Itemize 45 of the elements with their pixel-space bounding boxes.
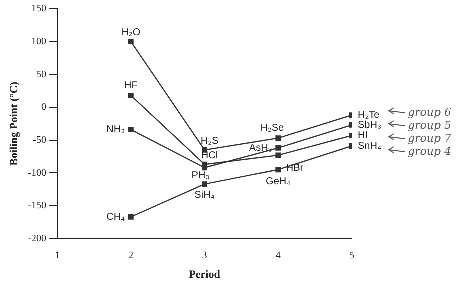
annotation: HCl	[201, 150, 218, 162]
text: group 6	[408, 106, 452, 119]
y-tick-label: 100	[32, 36, 47, 48]
annotation: PH₃	[192, 170, 210, 182]
annotation: SbH₃	[358, 120, 382, 131]
x-tick-label: 5	[350, 250, 354, 262]
point	[276, 152, 282, 158]
point	[202, 182, 208, 188]
x-tick-label: 1	[55, 250, 60, 262]
point	[276, 136, 282, 142]
x-tick-label: 4	[276, 250, 281, 262]
annotation: H₂S	[200, 136, 219, 147]
annotation: H₂O	[122, 28, 141, 39]
annotation: AsH₃	[249, 142, 272, 154]
text: group 7	[408, 132, 452, 145]
annotation: NH₃	[106, 124, 126, 136]
x-tick-label: 2	[128, 250, 134, 262]
y-tick-label: -150	[28, 200, 47, 212]
point	[128, 92, 134, 98]
point	[128, 127, 134, 133]
x-tick-label: 3	[202, 250, 208, 262]
text: group 4	[408, 144, 452, 158]
point	[128, 214, 134, 220]
y-tick-label: 0	[42, 102, 47, 114]
annotation: GeH₄	[266, 176, 291, 188]
annotation: SiH₄	[194, 190, 215, 202]
annotation: H₂Te	[358, 110, 380, 122]
point	[276, 145, 282, 151]
y-axis-title: Boiling Point (°C)	[8, 82, 20, 166]
annotation: HI	[358, 130, 368, 142]
y-tick-label: 150	[32, 4, 47, 15]
text: group 5	[408, 118, 452, 132]
y-tick-label: -50	[33, 134, 47, 146]
annotation: SnH₄	[358, 140, 382, 152]
y-tick-label: 50	[36, 69, 47, 80]
x-axis-title: Period	[189, 269, 220, 282]
y-tick-label: -100	[28, 168, 47, 179]
point	[128, 39, 134, 45]
point	[202, 162, 208, 168]
annotation: H₂Se	[260, 123, 284, 134]
annotation: HF	[124, 80, 138, 92]
annotation: HBr	[286, 163, 304, 174]
point	[276, 167, 282, 173]
annotation: CH₄	[106, 212, 126, 223]
y-tick-label: -200	[28, 233, 47, 244]
